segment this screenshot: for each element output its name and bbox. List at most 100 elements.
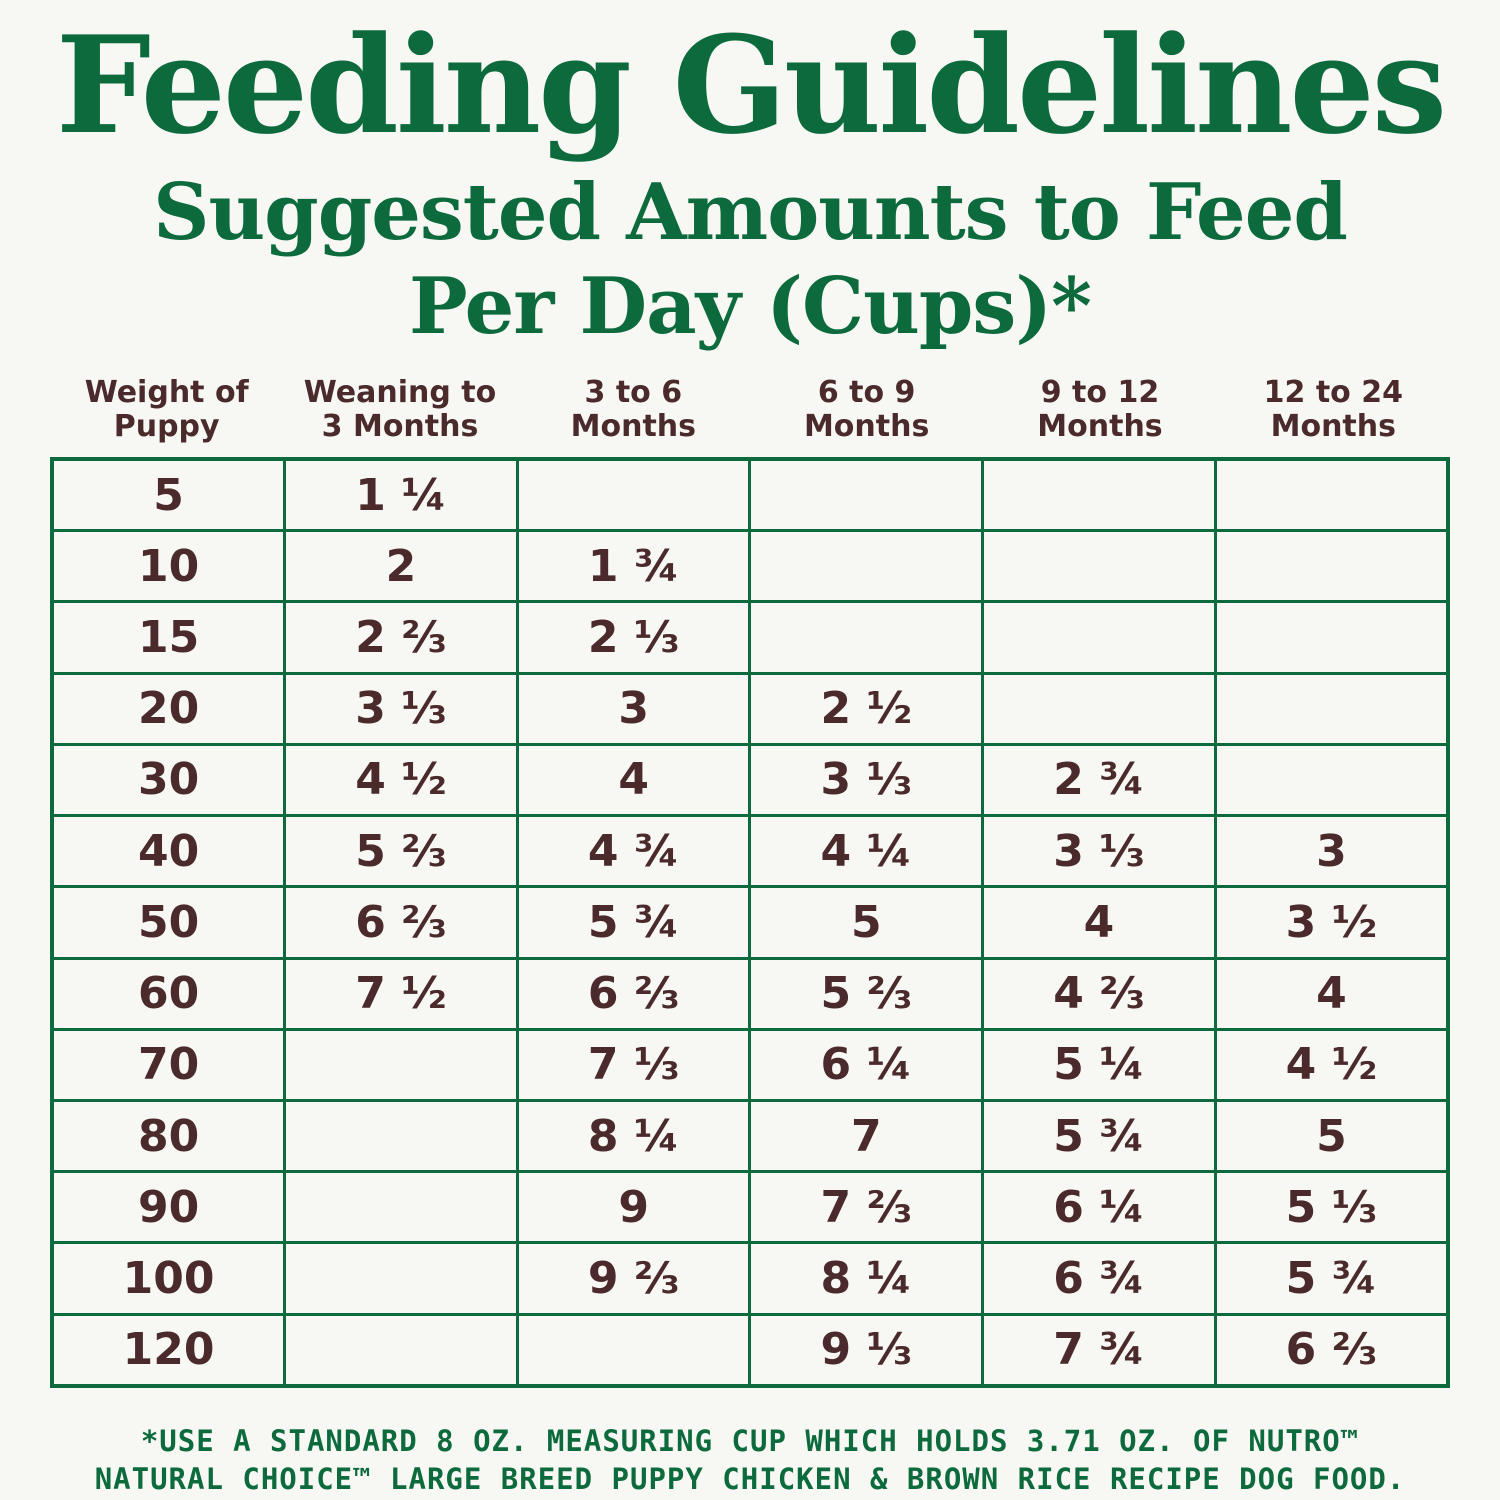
amount-cell [1213, 742, 1450, 818]
amount-cell: 3 ⅓ [981, 814, 1217, 889]
amount-cell: 7 [748, 1098, 985, 1174]
amount-cell: 8 ¼ [515, 1098, 752, 1174]
amount-cell: 4 ⅔ [981, 956, 1217, 1031]
amount-cell: 5 ¾ [981, 1098, 1217, 1174]
amount-cell: 5 [748, 885, 985, 960]
amount-cell [283, 1241, 519, 1316]
amount-cell: 7 ⅓ [515, 1027, 752, 1102]
amount-cell [1213, 671, 1450, 746]
amount-cell: 9 ⅔ [515, 1241, 752, 1316]
amount-cell: 4 ¾ [515, 814, 752, 889]
weight-cell: 5 [50, 457, 287, 533]
amount-cell: 6 ⅔ [283, 885, 519, 960]
amount-cell: 7 ⅔ [748, 1170, 985, 1245]
amount-cell: 3 [515, 671, 752, 746]
amount-cell: 4 [981, 885, 1217, 960]
column-header: Weight of Puppy [84, 375, 249, 444]
amount-cell: 1 ¾ [515, 529, 752, 604]
amount-cell [1213, 600, 1450, 675]
amount-cell: 6 ¼ [981, 1170, 1217, 1245]
weight-cell: 120 [50, 1312, 287, 1388]
weight-cell: 60 [50, 956, 287, 1031]
footnote-line-1: *USE A STANDARD 8 OZ. MEASURING CUP WHIC… [140, 1424, 1360, 1458]
amount-cell: 8 ¼ [748, 1241, 985, 1316]
weight-cell: 30 [50, 742, 287, 818]
amount-cell: 4 ¼ [748, 814, 985, 889]
amount-cell [1213, 529, 1450, 604]
amount-cell [1213, 457, 1450, 533]
amount-cell: 6 ⅔ [1213, 1312, 1450, 1388]
amount-cell: 5 ⅓ [1213, 1170, 1450, 1245]
amount-cell: 3 ⅓ [283, 671, 519, 746]
weight-cell: 15 [50, 600, 287, 675]
amount-cell [981, 600, 1217, 675]
footnote: *USE A STANDARD 8 OZ. MEASURING CUP WHIC… [0, 1422, 1500, 1498]
amount-cell: 5 ⅔ [283, 814, 519, 889]
column-header: 12 to 24 Months [1263, 375, 1403, 444]
column-headers: Weight of Puppy Weaning to 3 Months 3 to… [50, 376, 1450, 448]
amount-cell [981, 457, 1217, 533]
amount-cell: 9 ⅓ [748, 1312, 985, 1388]
amount-cell: 7 ¾ [981, 1312, 1217, 1388]
amount-cell: 6 ⅔ [515, 956, 752, 1031]
amount-cell: 5 ⅔ [748, 956, 985, 1031]
subtitle-line-2: Per Day (Cups)* [409, 261, 1092, 352]
weight-cell: 10 [50, 529, 287, 604]
amount-cell [748, 529, 985, 604]
amount-cell [515, 457, 752, 533]
column-header: 9 to 12 Months [1037, 375, 1163, 444]
amount-cell: 5 ¾ [515, 885, 752, 960]
amount-cell: 5 ¾ [1213, 1241, 1450, 1316]
weight-cell: 50 [50, 885, 287, 960]
column-header: 6 to 9 Months [803, 375, 930, 444]
amount-cell: 3 ½ [1213, 885, 1450, 960]
amount-cell: 1 ¼ [283, 457, 519, 533]
subtitle-line-1: Suggested Amounts to Feed [153, 167, 1348, 258]
weight-cell: 40 [50, 814, 287, 889]
column-header: Weaning to 3 Months [303, 375, 497, 444]
amount-cell: 4 [515, 742, 752, 818]
weight-cell: 20 [50, 671, 287, 746]
amount-cell: 2 ⅓ [515, 600, 752, 675]
footnote-line-2: NATURAL CHOICE™ LARGE BREED PUPPY CHICKE… [94, 1462, 1406, 1496]
amount-cell [748, 600, 985, 675]
amount-cell: 5 ¼ [981, 1027, 1217, 1102]
amount-cell: 2 ⅔ [283, 600, 519, 675]
amount-cell [981, 529, 1217, 604]
amount-cell: 9 [515, 1170, 752, 1245]
amount-cell [283, 1027, 519, 1102]
amount-cell: 2 ½ [748, 671, 985, 746]
weight-cell: 100 [50, 1241, 287, 1316]
amount-cell: 6 ¾ [981, 1241, 1217, 1316]
weight-cell: 70 [50, 1027, 287, 1102]
amount-cell [515, 1312, 752, 1388]
weight-cell: 90 [50, 1170, 287, 1245]
column-header: 3 to 6 Months [570, 375, 697, 444]
amount-cell: 3 ⅓ [748, 742, 985, 818]
table-row: 10 2 1 ¾ [50, 529, 1450, 604]
amount-cell: 2 ¾ [981, 742, 1217, 818]
amount-cell [283, 1312, 519, 1388]
amount-cell: 6 ¼ [748, 1027, 985, 1102]
amount-cell: 4 [1213, 956, 1450, 1031]
amount-cell: 5 [1213, 1098, 1450, 1174]
amount-cell [283, 1170, 519, 1245]
amount-cell: 4 ½ [1213, 1027, 1450, 1102]
page-title: Feeding Guidelines [55, 6, 1447, 164]
amount-cell: 7 ½ [283, 956, 519, 1031]
amount-cell: 4 ½ [283, 742, 519, 818]
amount-cell [283, 1098, 519, 1174]
